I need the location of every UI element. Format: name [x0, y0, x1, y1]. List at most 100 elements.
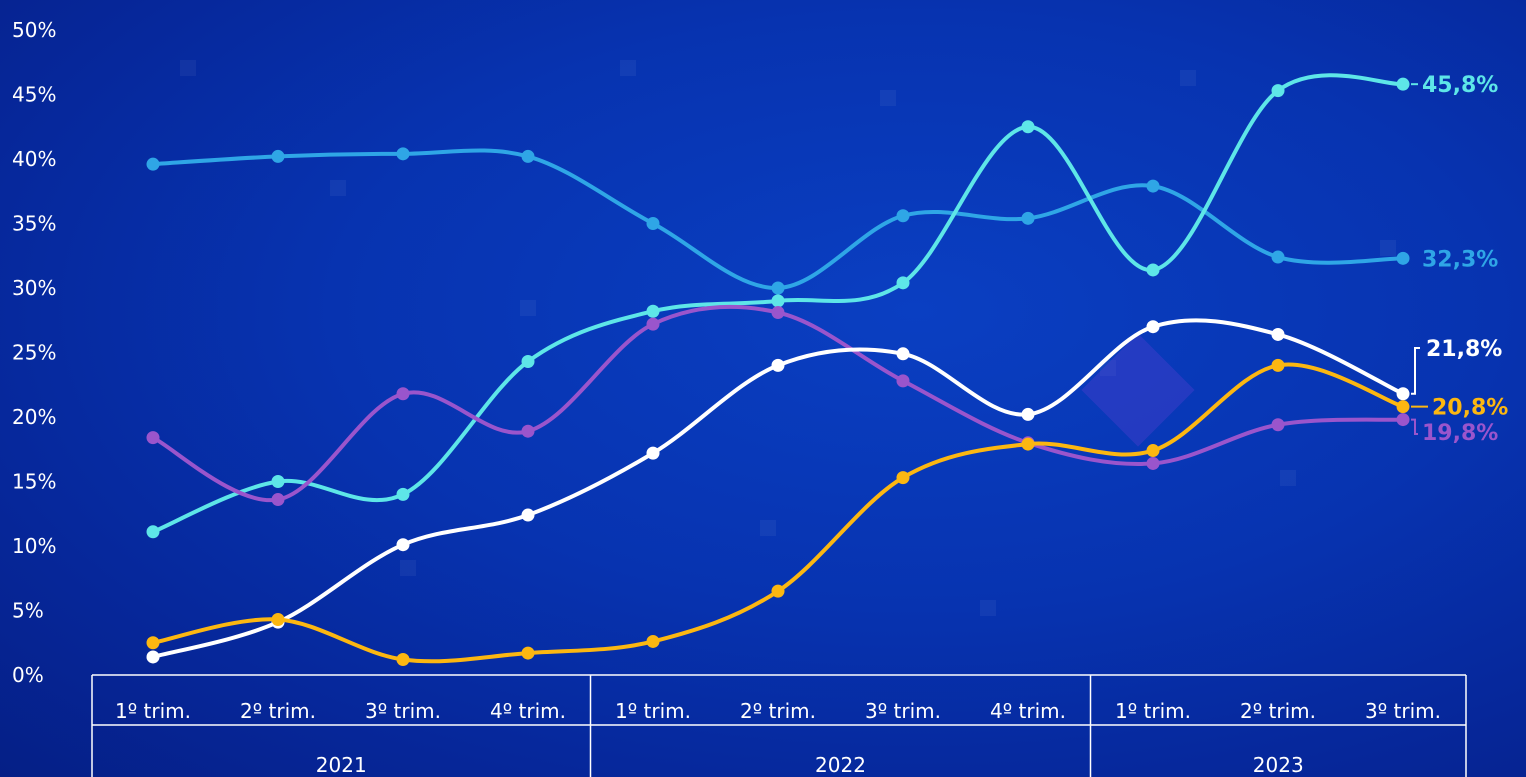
end-value-label: 21,8% [1426, 337, 1502, 362]
data-point [146, 157, 160, 171]
y-tick-label: 40% [12, 147, 56, 171]
label-connector [1411, 347, 1420, 395]
category-label: 3º trim. [865, 699, 941, 723]
data-point [1271, 250, 1285, 264]
data-point [1021, 407, 1035, 421]
data-point [521, 355, 535, 369]
y-tick-label: 20% [12, 405, 56, 429]
series-line [151, 304, 1405, 503]
decor-square [1180, 70, 1196, 86]
background-decoration [180, 60, 1396, 616]
series-line [151, 148, 1405, 291]
data-point [1146, 179, 1160, 193]
end-value-label: 45,8% [1422, 73, 1498, 98]
category-label: 2º trim. [1240, 699, 1316, 723]
category-label: 4º trim. [990, 699, 1066, 723]
data-point [771, 306, 785, 320]
label-connector [1411, 418, 1418, 435]
data-point [1146, 444, 1160, 458]
data-point [521, 646, 535, 660]
series-2 [146, 304, 1410, 507]
y-axis-ticks: 0% 5% 10% 15% 20% 25% 30% 35% 40% 45% 50% [12, 18, 56, 687]
data-point [896, 209, 910, 223]
data-point [646, 217, 660, 230]
data-point [896, 374, 910, 388]
data-point [396, 387, 410, 401]
series-0 [146, 147, 1410, 295]
data-point [146, 525, 160, 539]
y-tick-label: 30% [12, 276, 56, 300]
data-point [646, 634, 660, 648]
data-point [1021, 120, 1035, 134]
data-point [521, 508, 535, 522]
data-point [1146, 320, 1160, 334]
data-point [271, 493, 285, 507]
decor-square [330, 180, 346, 196]
y-tick-label: 5% [12, 599, 44, 623]
data-point [146, 636, 160, 650]
series-line [151, 362, 1405, 664]
y-tick-label: 35% [12, 212, 56, 236]
group-label: 2022 [815, 753, 866, 777]
data-point [896, 471, 910, 485]
decor-square [400, 560, 416, 576]
data-point [1396, 251, 1410, 265]
end-value-label: 32,3% [1422, 247, 1498, 272]
data-point [521, 424, 535, 438]
decor-square [880, 90, 896, 106]
decor-square [1100, 360, 1116, 376]
data-point [771, 294, 785, 308]
data-point [1271, 327, 1285, 341]
data-point [521, 149, 535, 163]
data-point [1271, 358, 1285, 372]
category-label: 1º trim. [615, 699, 691, 723]
series-3 [146, 318, 1410, 664]
data-point [396, 538, 410, 552]
data-point [271, 613, 285, 627]
data-point [1396, 387, 1410, 401]
data-point [1021, 211, 1035, 225]
category-label: 2º trim. [240, 699, 316, 723]
y-tick-label: 50% [12, 18, 56, 42]
data-point [271, 149, 285, 163]
data-point [1271, 418, 1285, 432]
category-label: 3º trim. [1365, 699, 1441, 723]
end-value-label: 19,8% [1422, 421, 1498, 446]
decor-square [520, 300, 536, 316]
decor-square [1380, 240, 1396, 256]
category-axis: 1º trim. 2º trim. 3º trim. 4º trim. 1º trim.… [91, 674, 1467, 777]
category-label: 1º trim. [1115, 699, 1191, 723]
decor-square [620, 60, 636, 76]
data-point [1396, 77, 1410, 91]
series-4 [146, 358, 1410, 667]
decor-square [1280, 470, 1296, 486]
y-tick-label: 15% [12, 470, 56, 494]
data-point [396, 147, 410, 161]
data-point [896, 276, 910, 290]
data-point [646, 304, 660, 318]
data-point [771, 584, 785, 598]
category-label: 3º trim. [365, 699, 441, 723]
group-label: 2021 [316, 753, 367, 777]
data-point [1146, 456, 1160, 470]
group-label: 2023 [1253, 753, 1304, 777]
series-lines [146, 73, 1410, 667]
category-label: 4º trim. [490, 699, 566, 723]
decor-square [980, 600, 996, 616]
y-tick-label: 0% [12, 663, 44, 687]
data-point [146, 431, 160, 445]
decor-square [760, 520, 776, 536]
series-1 [146, 73, 1410, 539]
data-point [1021, 437, 1035, 451]
data-point [896, 347, 910, 361]
data-point [271, 475, 285, 488]
end-value-label: 20,8% [1432, 396, 1508, 421]
data-point [646, 446, 660, 460]
series-line [151, 73, 1405, 534]
data-point [146, 650, 160, 664]
data-point [646, 317, 660, 331]
data-point [1271, 84, 1285, 98]
y-tick-label: 45% [12, 83, 56, 107]
y-tick-label: 10% [12, 534, 56, 558]
